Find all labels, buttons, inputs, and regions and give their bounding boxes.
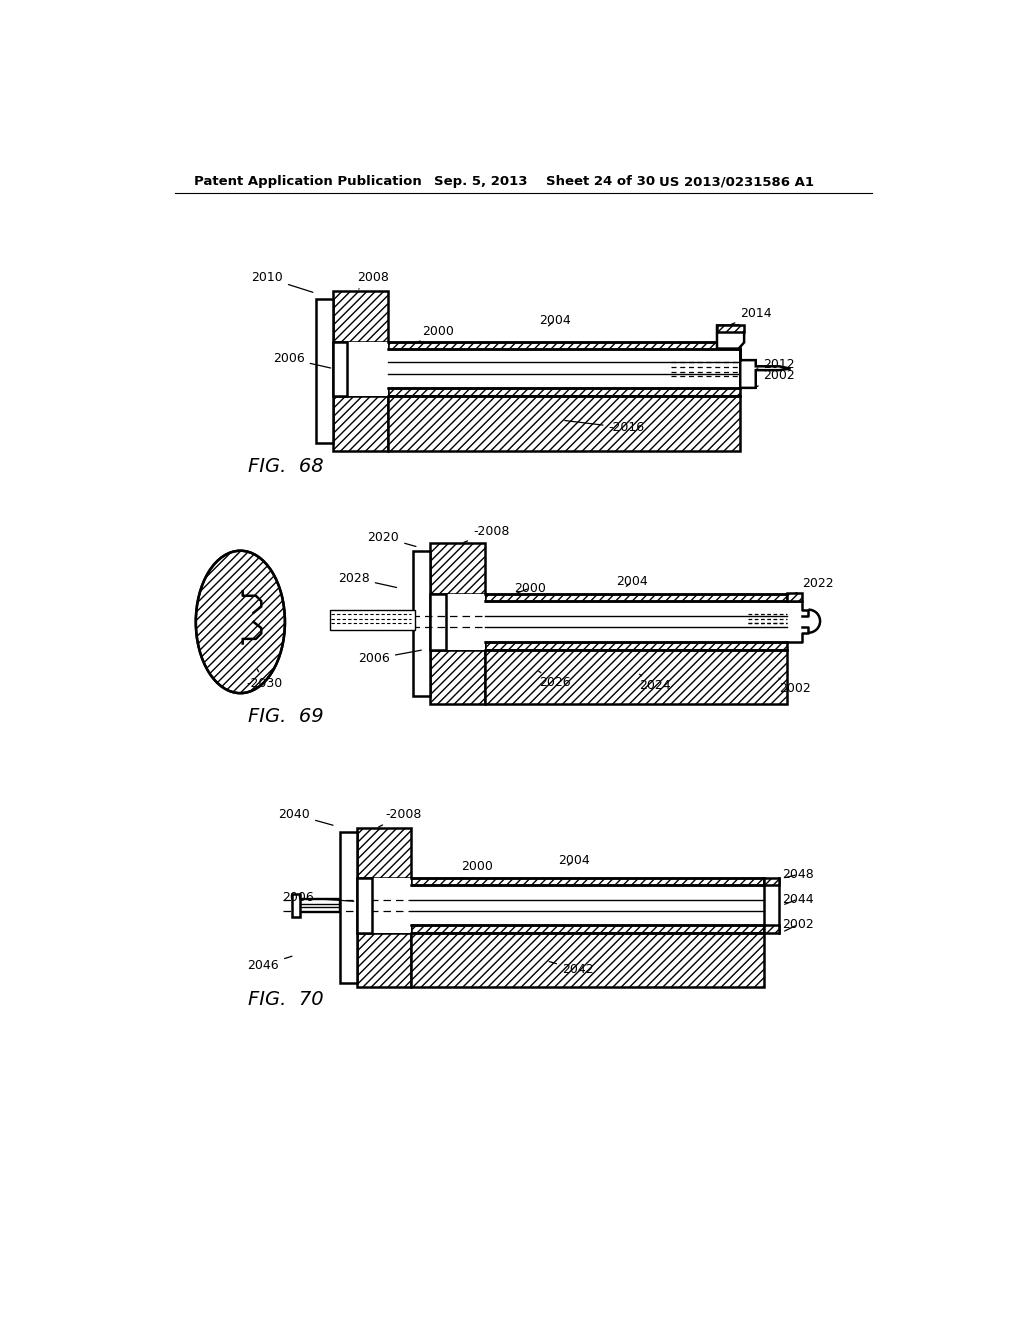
Bar [356, 933, 411, 987]
Text: -2030: -2030 [247, 669, 283, 690]
Bar [484, 642, 786, 649]
Bar [388, 342, 740, 348]
Bar [356, 878, 372, 933]
Text: 2000: 2000 [419, 325, 455, 342]
Text: -2016: -2016 [565, 421, 645, 434]
Text: 2004: 2004 [616, 576, 648, 589]
Bar [315, 298, 334, 444]
Text: US 2013/0231586 A1: US 2013/0231586 A1 [658, 176, 814, 187]
Text: 2000: 2000 [514, 582, 546, 594]
Text: 2048: 2048 [782, 869, 814, 880]
Text: 2002: 2002 [757, 370, 796, 387]
Bar [430, 649, 484, 704]
Text: FIG.  70: FIG. 70 [248, 990, 324, 1008]
Text: 2026: 2026 [539, 671, 570, 689]
Bar [484, 649, 786, 704]
Bar [411, 925, 764, 933]
Polygon shape [717, 326, 744, 348]
Bar [764, 925, 779, 933]
Text: 2028: 2028 [338, 572, 396, 587]
Bar [292, 894, 300, 917]
Text: 2006: 2006 [283, 891, 354, 904]
Text: Sheet 24 of 30: Sheet 24 of 30 [547, 176, 655, 187]
Text: 2024: 2024 [640, 675, 671, 692]
Text: Patent Application Publication: Patent Application Publication [194, 176, 422, 187]
Polygon shape [740, 348, 791, 388]
Text: 2014: 2014 [731, 308, 772, 325]
Text: Sep. 5, 2013: Sep. 5, 2013 [434, 176, 527, 187]
Bar [388, 396, 740, 451]
Bar [334, 290, 388, 342]
Bar [484, 594, 786, 601]
Text: 2002: 2002 [782, 917, 814, 931]
Text: 2022: 2022 [796, 577, 834, 593]
Bar [430, 544, 484, 594]
Text: 2006: 2006 [273, 352, 331, 368]
Bar [430, 594, 484, 649]
Text: -2008: -2008 [379, 808, 422, 828]
Bar [388, 388, 740, 396]
Text: 2000: 2000 [461, 861, 494, 878]
Bar [786, 594, 802, 601]
Ellipse shape [196, 550, 285, 693]
Text: FIG.  69: FIG. 69 [248, 708, 324, 726]
Text: 2042: 2042 [549, 961, 594, 977]
Bar [356, 878, 411, 933]
Bar [411, 933, 764, 987]
Bar [430, 594, 445, 649]
Bar [334, 396, 388, 451]
Text: 2040: 2040 [279, 808, 333, 825]
Bar [414, 552, 430, 696]
Bar [334, 342, 388, 396]
Text: 2012: 2012 [757, 358, 795, 371]
Text: 2004: 2004 [558, 854, 590, 867]
Text: 2008: 2008 [356, 271, 388, 289]
Bar [356, 829, 411, 878]
Bar [299, 899, 339, 912]
Text: FIG.  68: FIG. 68 [248, 457, 324, 477]
Text: 2044: 2044 [782, 892, 814, 906]
Bar [411, 878, 764, 886]
Text: 2020: 2020 [368, 531, 416, 546]
Bar [717, 326, 744, 331]
Text: 2004: 2004 [539, 314, 570, 326]
Text: 2046: 2046 [248, 956, 292, 972]
Bar [334, 342, 347, 396]
Text: 2006: 2006 [358, 651, 421, 665]
Text: 2002: 2002 [779, 678, 811, 694]
Bar [340, 832, 356, 983]
Bar [764, 878, 779, 886]
Text: 2010: 2010 [251, 271, 313, 292]
Text: -2008: -2008 [464, 525, 509, 543]
Bar [330, 610, 415, 630]
